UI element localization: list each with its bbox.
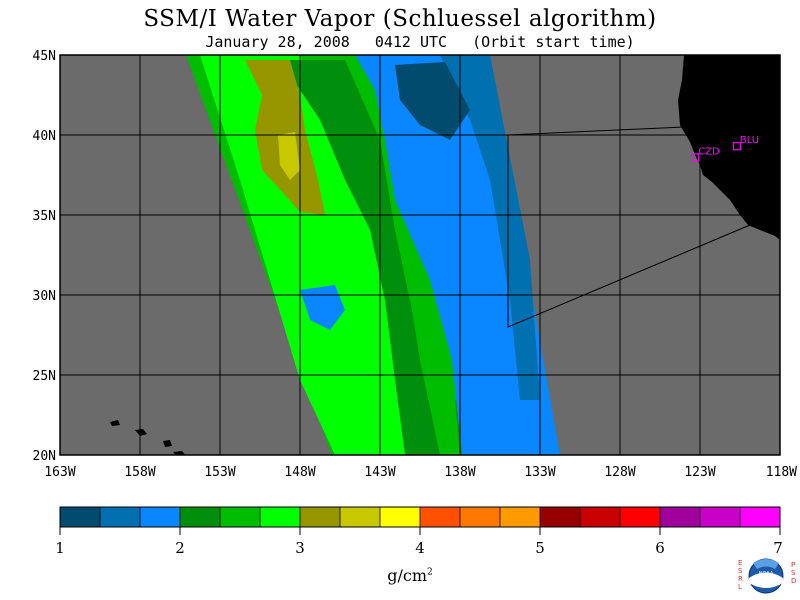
colorbar-label: 3 [295, 539, 305, 557]
swath-bright-green [200, 55, 430, 455]
colorbar-swatch [380, 507, 421, 527]
colorbar-swatch [620, 507, 661, 527]
lon-tick-label: 123W [684, 465, 715, 480]
colorbar-swatch [60, 507, 101, 527]
colorbar-label: 7 [773, 539, 783, 557]
subtitle-note: (Orbit start time) [472, 33, 635, 51]
lon-axis: 163W 158W 153W 148W 143W 138W 133W 128W 123W 118W [44, 465, 797, 480]
subtitle-date: January 28, 2008 [205, 33, 350, 51]
map-frame [59, 54, 781, 456]
swath-yellow-olive [278, 132, 300, 180]
domain-outline-2 [507, 135, 751, 328]
swath-dark-blue [395, 62, 470, 140]
colorbar-swatch [340, 507, 381, 527]
lat-axis: 45N 40N 35N 30N 25N 20N [33, 49, 56, 464]
lat-tick-label: 20N [33, 449, 56, 464]
map-subtitle: January 28, 2008 0412 UTC (Orbit start t… [0, 33, 800, 51]
lat-tick-label: 40N [33, 129, 56, 144]
colorbar-swatch [660, 507, 701, 527]
colorbar-swatch [420, 507, 461, 527]
station-markers: CZD BLU [691, 135, 759, 162]
lon-tick-label: 133W [524, 465, 555, 480]
station-marker [732, 142, 741, 151]
lon-tick-label: 128W [604, 465, 635, 480]
lat-tick-label: 30N [33, 289, 56, 304]
colorbar-label: 6 [655, 539, 665, 557]
colorbar-swatch [180, 507, 221, 527]
land-north-america [678, 55, 780, 240]
swath-dark-green-west [280, 60, 440, 455]
colorbar-swatch [140, 507, 181, 527]
colorbar-swatch [700, 507, 741, 527]
units-text: g/cm [387, 566, 428, 585]
colorbar-label: 2 [175, 539, 185, 557]
lon-tick-label: 153W [204, 465, 235, 480]
land-hawaii-4 [173, 451, 186, 455]
map-title: SSM/I Water Vapor (Schluessel algorithm) [143, 6, 657, 32]
colorbar-swatch [300, 507, 341, 527]
station-label: BLU [740, 135, 759, 146]
lon-tick-label: 118W [766, 465, 797, 480]
swath-mid-blue [440, 55, 540, 400]
colorbar-swatch [220, 507, 261, 527]
swath-blue-patch [300, 285, 345, 330]
lon-tick-label: 138W [444, 465, 475, 480]
colorbar-swatch [500, 507, 541, 527]
land-hawaii-2 [135, 429, 147, 436]
colorbar-swatch [580, 507, 621, 527]
lon-tick-label: 158W [124, 465, 155, 480]
station-label: CZD [698, 146, 720, 157]
swath-blue [355, 55, 560, 455]
domain-outline [507, 126, 685, 136]
lon-tick-label: 148W [284, 465, 315, 480]
colorbar-label: 1 [55, 539, 65, 557]
colorbar-swatch [260, 507, 301, 527]
colorbar-swatch [460, 507, 501, 527]
subtitle-time: 0412 UTC [374, 33, 448, 51]
colorbar-label: 5 [535, 539, 545, 557]
lon-tick-label: 163W [44, 465, 75, 480]
lat-tick-label: 25N [33, 369, 56, 384]
land-hawaii-3 [163, 440, 172, 447]
colorbar-swatch [740, 507, 781, 527]
station-marker [691, 153, 700, 162]
swath [186, 55, 560, 455]
lat-tick-label: 45N [33, 49, 56, 64]
colorbar [59, 506, 781, 528]
colorbar-units: g/cm2 [370, 566, 450, 585]
colorbar-swatch [540, 507, 581, 527]
lat-tick-label: 35N [33, 209, 56, 224]
land-hawaii-1 [110, 420, 120, 426]
units-superscript: 2 [427, 567, 433, 578]
logo-noaa-text: NOAA [759, 571, 774, 577]
colorbar-swatch [100, 507, 141, 527]
colorbar-label: 4 [415, 539, 425, 557]
colorbar-labels: 1 2 3 4 5 6 7 [55, 527, 783, 557]
lon-tick-label: 143W [364, 465, 395, 480]
